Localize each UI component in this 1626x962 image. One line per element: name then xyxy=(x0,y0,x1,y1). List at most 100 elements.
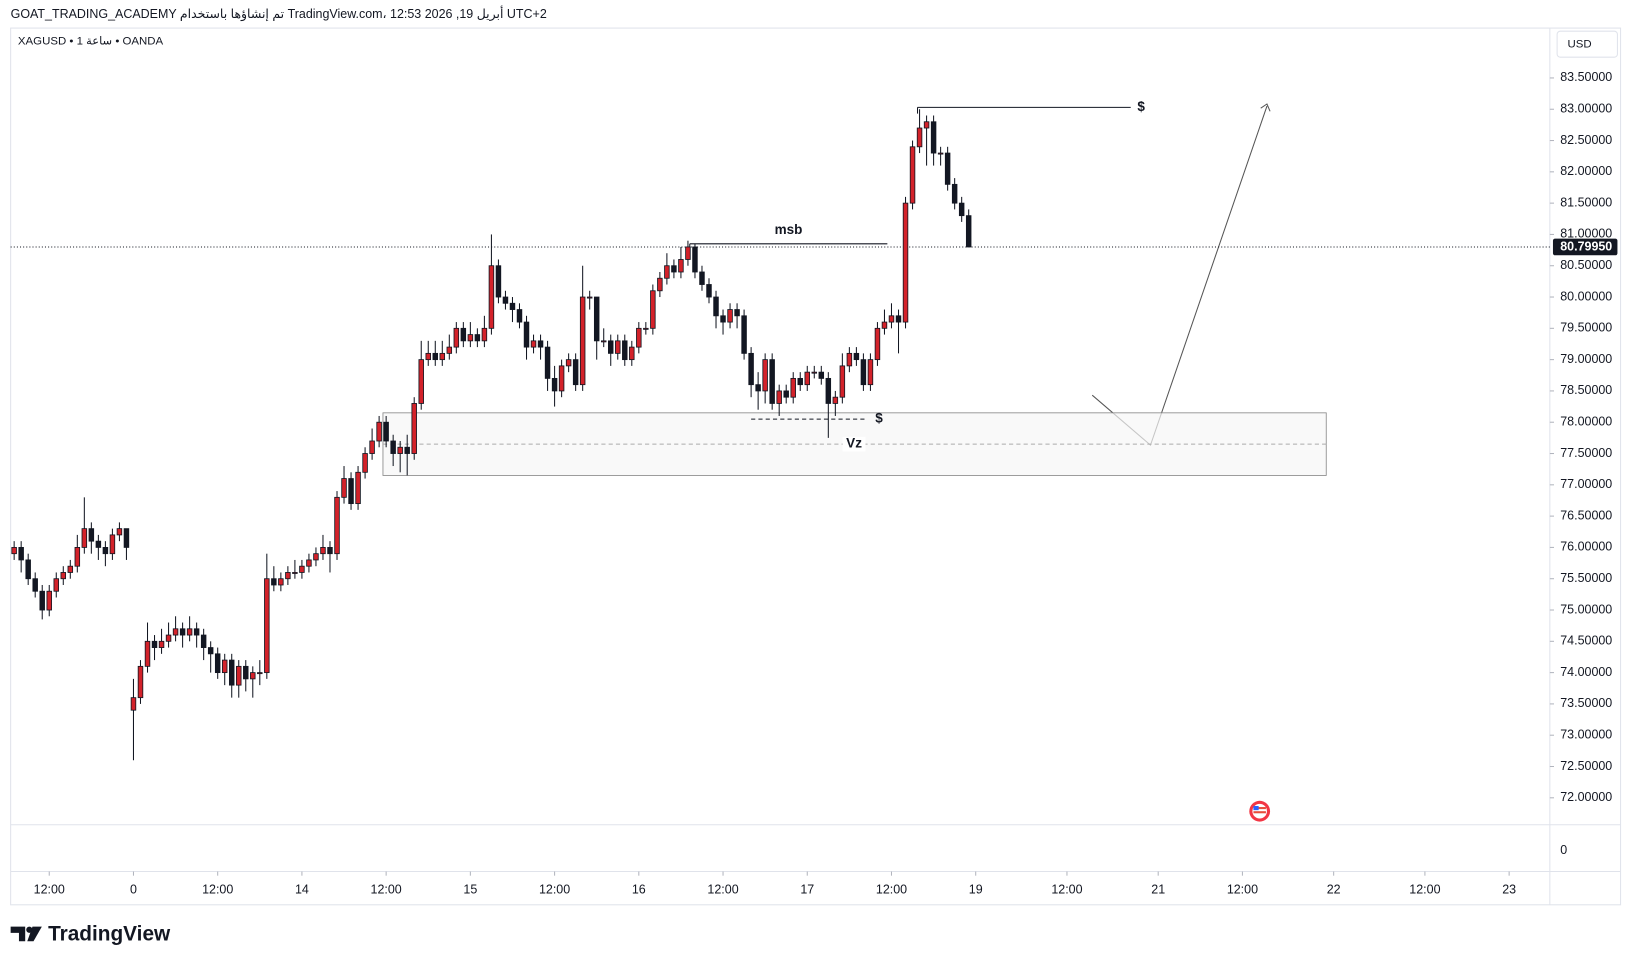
candle-body xyxy=(523,321,530,348)
candle-body xyxy=(572,359,579,386)
brand-name[interactable]: TradingView xyxy=(48,922,171,945)
candle-body xyxy=(586,296,593,299)
frame xyxy=(10,27,1622,906)
candle-body xyxy=(832,396,839,404)
symbol-info: XAGUSD • 1 ساعة • OANDA xyxy=(18,36,164,48)
candle-body xyxy=(264,578,270,674)
candle-body xyxy=(699,271,705,285)
candle-body xyxy=(355,471,361,505)
candle-body xyxy=(243,665,249,680)
candle-body xyxy=(622,340,628,361)
candle-body xyxy=(951,183,958,204)
candle-body xyxy=(228,659,235,686)
x-tick-label: 12:00 xyxy=(539,883,570,897)
candle-body xyxy=(748,352,754,386)
candle-body xyxy=(334,496,340,555)
candle-body xyxy=(404,446,410,454)
y-tick-label: 78.00000 xyxy=(1560,415,1612,429)
candle-body xyxy=(460,327,467,342)
y-tick-label: 83.00000 xyxy=(1560,102,1612,116)
zone-label: Vz xyxy=(846,436,862,451)
logo-t[interactable] xyxy=(10,926,26,942)
candle-body xyxy=(558,365,565,392)
header: GOAT_TRADING_ACADEMY تم إنشاؤها باستخدام… xyxy=(11,5,547,22)
currency[interactable]: USD xyxy=(1568,39,1592,51)
candle-body xyxy=(271,578,277,586)
candle-body xyxy=(397,446,403,454)
candle-body xyxy=(867,359,874,386)
candle-body xyxy=(81,528,88,548)
candle-body xyxy=(432,352,439,361)
candle-body xyxy=(474,334,481,342)
candle-body xyxy=(179,628,186,636)
candle-body xyxy=(362,453,368,473)
candle-body xyxy=(825,377,832,404)
x-tick-label: 14 xyxy=(295,883,309,897)
x-tick-label: 23 xyxy=(1502,883,1516,897)
candle-body xyxy=(516,309,523,323)
candle-body xyxy=(383,421,389,442)
candle-body xyxy=(11,547,17,555)
candle-body xyxy=(250,672,256,680)
level-label: $ xyxy=(1137,99,1145,114)
candle-body xyxy=(123,528,130,548)
candle-body xyxy=(299,565,305,573)
candle-body xyxy=(18,547,24,561)
candle-body xyxy=(839,365,846,398)
candle-body xyxy=(39,590,45,611)
candle-body xyxy=(762,359,768,392)
candle-body xyxy=(937,152,944,155)
candle-body xyxy=(207,647,214,655)
candle-body xyxy=(411,403,417,454)
x-tick-label: 12:00 xyxy=(371,883,402,897)
y-tick-label: 79.50000 xyxy=(1560,321,1612,335)
event-icon[interactable] xyxy=(1249,800,1271,822)
x-tick-label: 12:00 xyxy=(707,883,738,897)
brand-logo[interactable] xyxy=(10,926,42,942)
candle-body xyxy=(636,327,642,348)
flag-stripe[interactable] xyxy=(1253,807,1266,810)
candle-body xyxy=(109,534,116,555)
candle-body xyxy=(720,315,726,323)
candle-body xyxy=(257,672,263,675)
candle-body xyxy=(67,565,74,573)
candle-body xyxy=(664,265,670,279)
volume-zero: 0 xyxy=(1560,843,1567,857)
candle-body xyxy=(193,628,200,636)
logo-v[interactable] xyxy=(27,926,42,942)
candle-body xyxy=(130,697,137,711)
candle-body xyxy=(685,246,691,260)
flag-stripe[interactable] xyxy=(1253,811,1266,814)
candle-body xyxy=(958,202,965,217)
candle-body xyxy=(565,359,572,367)
y-tick-label: 73.00000 xyxy=(1560,728,1612,742)
candle-body xyxy=(137,665,144,699)
candle-body xyxy=(846,352,853,367)
y-tick-label: 76.00000 xyxy=(1560,540,1612,554)
candle-body xyxy=(734,309,740,317)
y-tick-label: 82.00000 xyxy=(1560,164,1612,178)
level-label: msb xyxy=(775,222,803,237)
level-label: $ xyxy=(875,411,883,426)
candle-body xyxy=(544,346,551,379)
candle-body xyxy=(713,296,719,317)
currency-box[interactable] xyxy=(1556,30,1618,58)
candle-body xyxy=(678,259,684,273)
candle-body xyxy=(741,315,747,354)
candle-body xyxy=(692,246,698,273)
candle-body xyxy=(783,390,789,398)
candle-body xyxy=(186,628,193,636)
x-tick-label: 17 xyxy=(800,883,814,897)
candle-body xyxy=(278,578,284,586)
y-tick-label: 80.50000 xyxy=(1560,258,1612,272)
candle-body xyxy=(930,121,937,154)
y-tick-label: 81.00000 xyxy=(1560,227,1612,241)
candle-body xyxy=(657,277,663,292)
candle-body xyxy=(530,340,537,348)
flag-canton[interactable] xyxy=(1253,806,1259,811)
candle-body xyxy=(790,377,796,398)
y-tick-label: 80.00000 xyxy=(1560,289,1612,303)
candle-body xyxy=(348,478,354,505)
candle-body xyxy=(102,547,109,555)
